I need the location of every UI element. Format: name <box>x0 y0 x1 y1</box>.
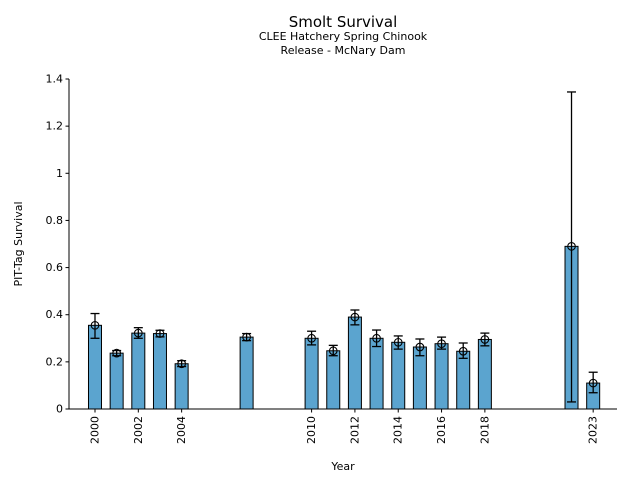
x-tick-label: 2012 <box>348 416 361 444</box>
marker-2023 <box>588 378 598 388</box>
chart-subtitle-line2: Release - McNary Dam <box>280 44 406 57</box>
bar-2003 <box>152 333 167 410</box>
y-tick-label: 1 <box>56 167 63 180</box>
bar-2013 <box>369 337 384 410</box>
x-tick-label: 2016 <box>435 416 448 444</box>
x-tick-label: 2002 <box>132 416 145 444</box>
x-tick-label: 2000 <box>88 416 101 444</box>
marker-2001 <box>112 348 122 358</box>
bar-2001 <box>109 352 124 410</box>
y-tick-label: 0.4 <box>46 308 64 321</box>
x-tick-label: 2023 <box>587 416 600 444</box>
y-tick-label: 1.4 <box>46 73 64 86</box>
y-tick-label: 0.8 <box>46 214 64 227</box>
bar-2018 <box>477 338 492 410</box>
marker-2000 <box>90 320 100 330</box>
bar-2010 <box>304 337 319 410</box>
y-tick-label: 0.6 <box>46 261 64 274</box>
x-tick-label: 2010 <box>305 416 318 444</box>
marker-2016 <box>437 339 446 349</box>
y-tick-label: 0 <box>56 403 63 416</box>
marker-2013 <box>372 333 381 343</box>
x-tick-label: 2014 <box>392 416 405 444</box>
marker-2003 <box>155 329 165 338</box>
bar-2004 <box>174 363 189 410</box>
x-tick-label: 2004 <box>175 416 188 444</box>
x-axis-label: Year <box>331 460 355 473</box>
marker-2012 <box>350 312 360 322</box>
marker-2011 <box>328 346 338 356</box>
bar-2017 <box>456 350 471 410</box>
chart-subtitle-line1: CLEE Hatchery Spring Chinook <box>258 30 428 43</box>
marker-2017 <box>458 346 468 356</box>
marker-2022 <box>567 242 576 251</box>
marker-2018 <box>480 335 490 344</box>
bar-2014 <box>391 341 406 410</box>
marker-2004 <box>177 359 186 369</box>
x-tick-label: 2018 <box>478 416 491 444</box>
bar-2011 <box>326 350 341 410</box>
marker-2014 <box>393 337 403 347</box>
marker-2015 <box>415 342 425 352</box>
marker-2007 <box>242 332 251 342</box>
y-tick-label: 0.2 <box>46 355 64 368</box>
marker-2002 <box>133 328 143 338</box>
marker-2010 <box>307 333 316 343</box>
bar-2016 <box>434 343 449 410</box>
y-tick-label: 1.2 <box>46 120 64 133</box>
bar-2007 <box>239 336 254 410</box>
chart-title: Smolt Survival <box>288 13 398 31</box>
bar-2002 <box>131 332 146 410</box>
bar-2012 <box>347 316 362 410</box>
